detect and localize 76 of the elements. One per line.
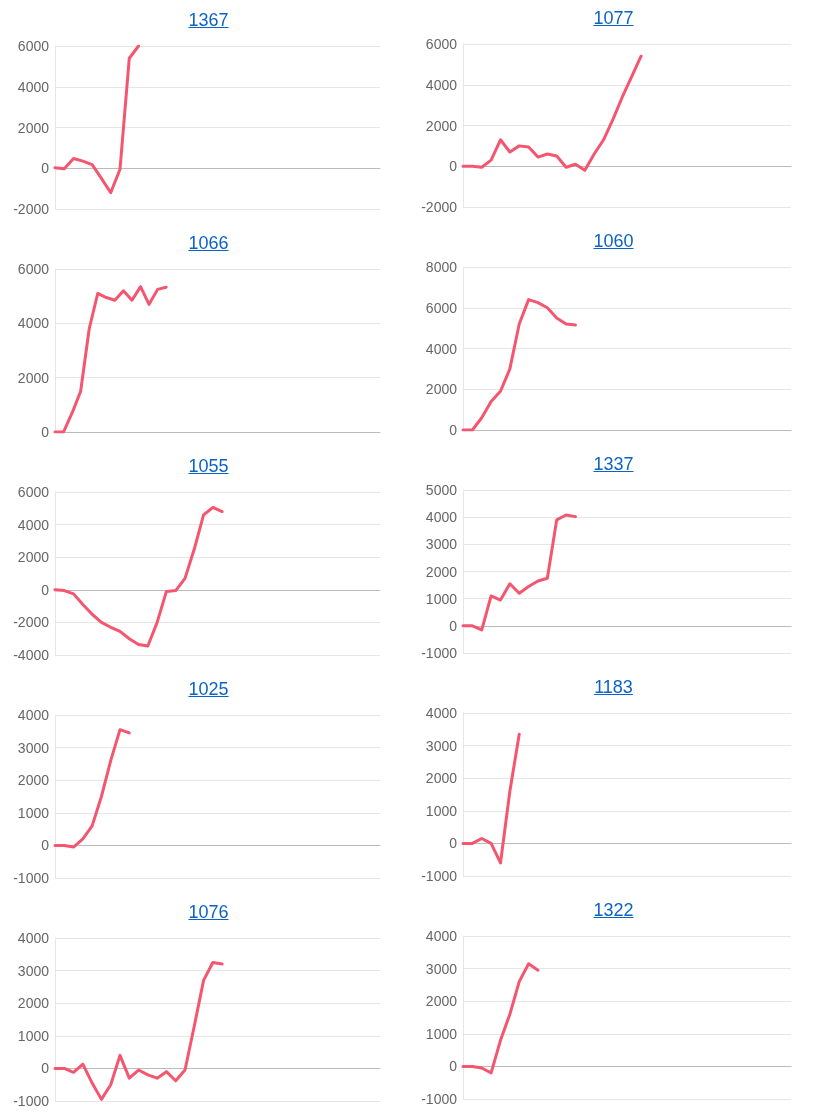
y-tick-label: 2000 — [17, 995, 50, 1012]
y-tick-label: 2000 — [425, 770, 458, 787]
line-series — [461, 732, 521, 865]
y-tick-label: 3000 — [425, 737, 458, 754]
line-series — [53, 285, 168, 434]
y-tick-label: 4000 — [17, 315, 50, 332]
y-tick-label: 6000 — [425, 299, 458, 316]
chart-title: 1066 — [187, 233, 230, 254]
y-tick-label: 0 — [449, 158, 458, 175]
y-tick-label: 6000 — [425, 36, 458, 52]
y-tick-label: 4000 — [17, 78, 50, 95]
y-tick-label: 6000 — [17, 261, 50, 277]
y-tick-label: 2000 — [425, 381, 458, 398]
y-tick-label: -1000 — [421, 1091, 458, 1107]
y-tick-label: 4000 — [425, 928, 458, 944]
y-tick-label: -2000 — [421, 199, 458, 215]
y-tick-label: -2000 — [13, 201, 50, 217]
line-series — [461, 54, 643, 172]
y-tick-label: 1000 — [17, 1027, 50, 1044]
y-tick-label: 4000 — [425, 509, 458, 526]
chart-title: 1060 — [592, 231, 635, 252]
y-tick-label: 1000 — [425, 802, 458, 819]
y-tick-label: 0 — [449, 422, 458, 438]
chart-title: 1077 — [592, 8, 635, 29]
chart-title: 1322 — [592, 900, 635, 921]
y-tick-label: 0 — [41, 581, 50, 598]
y-tick-label: 6000 — [17, 38, 50, 54]
chart-title: 1337 — [592, 454, 635, 475]
y-tick-label: -1000 — [13, 1093, 50, 1109]
chart-title: 1055 — [187, 456, 230, 477]
y-tick-label: 4000 — [17, 516, 50, 533]
y-tick-label: 1000 — [425, 1025, 458, 1042]
chart-title: 1367 — [187, 10, 230, 31]
y-tick-label: 0 — [41, 837, 50, 854]
y-tick-label: 6000 — [17, 484, 50, 500]
y-tick-label: 0 — [449, 835, 458, 852]
y-tick-label: 1000 — [425, 590, 458, 607]
line-series — [461, 962, 540, 1075]
y-tick-label: 3000 — [425, 960, 458, 977]
y-tick-label: -1000 — [421, 868, 458, 884]
y-tick-label: 5000 — [425, 482, 458, 498]
y-tick-label: 0 — [449, 1058, 458, 1075]
line-series — [53, 505, 224, 648]
line-series — [53, 728, 131, 849]
line-series — [53, 44, 141, 195]
y-tick-label: 3000 — [17, 962, 50, 979]
y-tick-label: 0 — [41, 424, 50, 440]
y-tick-label: -1000 — [13, 870, 50, 886]
y-tick-label: 1000 — [17, 804, 50, 821]
y-tick-label: 3000 — [17, 739, 50, 756]
y-tick-label: 2000 — [17, 119, 50, 136]
y-tick-label: 2000 — [17, 369, 50, 386]
y-tick-label: -2000 — [13, 614, 50, 631]
y-tick-label: 0 — [41, 1060, 50, 1077]
y-tick-label: 3000 — [425, 536, 458, 553]
y-tick-label: 0 — [449, 617, 458, 634]
line-series — [461, 298, 577, 432]
y-tick-label: 2000 — [17, 549, 50, 566]
y-tick-label: 2000 — [425, 117, 458, 134]
y-tick-label: -4000 — [13, 647, 50, 663]
y-tick-label: 0 — [41, 160, 50, 177]
y-tick-label: 4000 — [17, 707, 50, 723]
y-tick-label: 4000 — [425, 705, 458, 721]
y-tick-label: 4000 — [425, 340, 458, 357]
y-tick-label: 8000 — [425, 259, 458, 275]
y-tick-label: 4000 — [17, 930, 50, 946]
chart-title: 1025 — [187, 679, 230, 700]
y-tick-label: 2000 — [425, 563, 458, 580]
line-series — [53, 960, 224, 1101]
y-tick-label: 4000 — [425, 76, 458, 93]
chart-title: 1183 — [593, 677, 634, 698]
y-tick-label: 2000 — [17, 772, 50, 789]
y-tick-label: -1000 — [421, 645, 458, 661]
line-series — [461, 513, 577, 632]
chart-title: 1076 — [187, 902, 230, 923]
y-tick-label: 2000 — [425, 993, 458, 1010]
